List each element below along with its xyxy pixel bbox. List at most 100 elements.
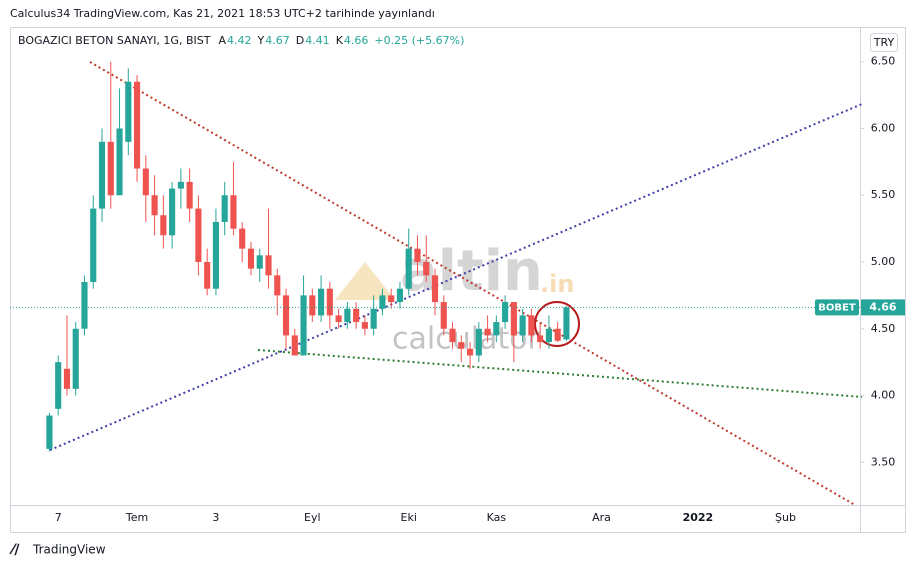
symbol-tag-bg xyxy=(815,299,859,316)
candle-body xyxy=(405,248,412,289)
candle-body xyxy=(344,308,351,323)
candle-body xyxy=(63,368,71,389)
price-change: +0.25 (+5.67%) xyxy=(374,34,464,47)
y-tick-label: 6.50 xyxy=(871,55,896,68)
candle-body xyxy=(212,221,219,289)
candle-body xyxy=(230,195,237,229)
trendline xyxy=(89,61,856,506)
ohlc-key: D xyxy=(296,34,304,47)
trendline xyxy=(49,103,863,451)
candle-body xyxy=(116,128,123,196)
y-tick-label: 5.50 xyxy=(871,188,896,201)
candle-body xyxy=(440,302,447,329)
ohlc-key: K xyxy=(336,34,344,47)
x-tick-label: Eki xyxy=(401,511,417,524)
candle-body xyxy=(335,315,342,323)
candle-body xyxy=(326,288,333,316)
candle-body xyxy=(195,208,202,262)
candle-body xyxy=(493,322,500,336)
publish-note: Calculus34 TradingView.com, Kas 21, 2021… xyxy=(10,7,435,20)
y-tick-label: 6.00 xyxy=(871,121,896,134)
chart-frame xyxy=(10,27,906,533)
candle-body xyxy=(186,181,193,209)
candle-body xyxy=(98,141,106,209)
candle-body xyxy=(256,255,263,269)
watermark-logo xyxy=(335,262,395,300)
watermark: altin .in calculator xyxy=(335,239,574,357)
candle-body xyxy=(431,275,439,303)
candle-body xyxy=(300,295,307,356)
candle-body xyxy=(107,141,114,196)
candle-body xyxy=(528,315,535,336)
candle-body xyxy=(379,295,386,309)
candle-body xyxy=(423,261,430,276)
candle-body xyxy=(449,328,456,343)
currency-button[interactable] xyxy=(870,33,898,52)
candle-body xyxy=(177,181,184,189)
candle-body xyxy=(160,215,167,236)
candle-body xyxy=(353,308,360,323)
x-tick-label: Ara xyxy=(592,511,611,524)
ohlc-value: 4.67 xyxy=(265,34,290,47)
ohlc-key: Y xyxy=(256,34,264,47)
ohlc-key: A xyxy=(218,34,226,47)
candle-body xyxy=(282,295,290,336)
drawings xyxy=(49,61,863,506)
candle-body xyxy=(72,328,79,389)
candle-body xyxy=(396,288,404,303)
candle-body xyxy=(458,342,465,349)
symbol-tag: BOBET xyxy=(818,302,856,313)
ohlc-value: 4.41 xyxy=(305,34,330,47)
highlight-circle xyxy=(534,301,580,347)
candle-body xyxy=(265,255,272,276)
candle-body xyxy=(370,308,377,329)
candle-body xyxy=(318,288,325,316)
candle-body xyxy=(388,295,395,303)
x-tick-label: 7 xyxy=(55,511,62,524)
x-tick-label: Şub xyxy=(775,511,796,524)
y-tick-label: 4.00 xyxy=(871,389,896,402)
x-tick-label: 2022 xyxy=(683,511,714,524)
candle-body xyxy=(466,348,474,356)
currency-label[interactable]: TRY xyxy=(873,36,895,49)
candle-body xyxy=(169,188,176,236)
ohlc-legend: A 4.42 Y 4.67 D 4.41 K 4.66 +0.25 (+5.67%) xyxy=(218,34,464,47)
footer-brand: TradingView xyxy=(32,543,106,557)
candle-body xyxy=(151,195,158,216)
candle-body xyxy=(361,322,368,329)
trendline xyxy=(257,349,863,398)
ohlc-value: 4.66 xyxy=(344,34,369,47)
watermark-tagline: calculator xyxy=(392,322,541,357)
candle-body xyxy=(563,307,570,340)
x-tick-label: 3 xyxy=(212,511,219,524)
candle-body xyxy=(46,415,53,449)
candle-body xyxy=(291,335,298,356)
x-tick-label: Kas xyxy=(487,511,507,524)
symbol-name: BOGAZICI BETON SANAYI, 1G, BIST xyxy=(18,34,211,47)
candle-body xyxy=(519,315,526,336)
candle-body xyxy=(502,302,509,323)
price-tag-bg xyxy=(861,299,905,316)
watermark-brand: altin xyxy=(400,239,543,304)
candle-body xyxy=(537,335,544,343)
candle-body xyxy=(239,228,246,249)
candle-body xyxy=(125,81,132,142)
candle-body xyxy=(309,295,316,316)
candle-body xyxy=(545,328,552,343)
candle-body xyxy=(204,261,211,289)
y-tick-label: 3.50 xyxy=(871,455,896,468)
candle-body xyxy=(414,248,421,262)
footer-logo: ⁄∕ xyxy=(9,542,20,558)
candle-body xyxy=(55,362,62,409)
x-tick-label: Tem xyxy=(125,511,148,524)
y-tick-label: 5.00 xyxy=(871,255,896,268)
price-tag: 4.66 xyxy=(869,300,896,313)
candle-body xyxy=(133,81,141,169)
candle-body xyxy=(247,248,255,269)
ohlc-value: 4.42 xyxy=(227,34,252,47)
watermark-tld: .in xyxy=(540,270,574,298)
candle-body xyxy=(475,328,482,356)
candle-body xyxy=(221,195,228,222)
y-tick-label: 4.50 xyxy=(871,322,896,335)
